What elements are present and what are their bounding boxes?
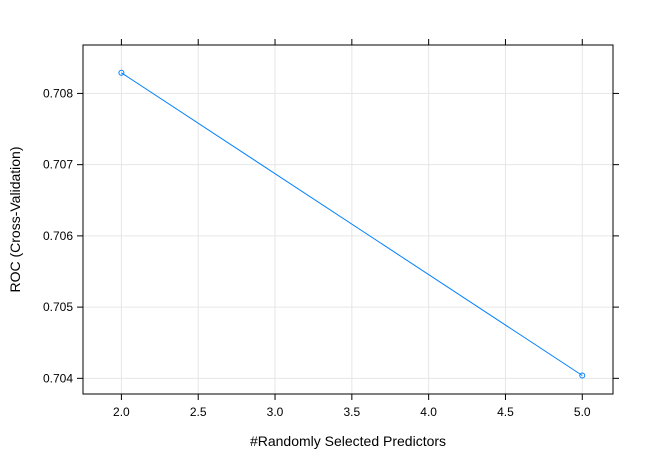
x-tick-label: 2.5 [190,405,207,419]
data-point-marker [118,69,125,76]
x-tick-label: 3.0 [267,405,284,419]
y-axis-title: ROC (Cross-Validation) [7,147,23,293]
data-point-marker [579,372,586,379]
x-axis-title: #Randomly Selected Predictors [250,433,446,449]
y-tick-label: 0.706 [43,229,73,243]
series-line [121,72,583,376]
data-series [118,69,586,379]
axis-ticks: 2.0 2.5 3.0 3.5 4.0 4.5 5.0 0.704 0.705 0.706 0.70… [43,39,619,419]
y-tick-label: 0.704 [43,371,73,385]
x-tick-label: 4.0 [420,405,437,419]
plot-frame [82,44,614,395]
x-tick-label: 2.0 [113,405,130,419]
x-tick-label: 4.5 [497,405,514,419]
y-tick-label: 0.707 [43,158,73,172]
y-tick-label: 0.705 [43,300,73,314]
x-tick-label: 3.5 [343,405,360,419]
gridlines [83,45,613,394]
x-tick-label: 5.0 [574,405,591,419]
y-tick-label: 0.708 [43,86,73,100]
